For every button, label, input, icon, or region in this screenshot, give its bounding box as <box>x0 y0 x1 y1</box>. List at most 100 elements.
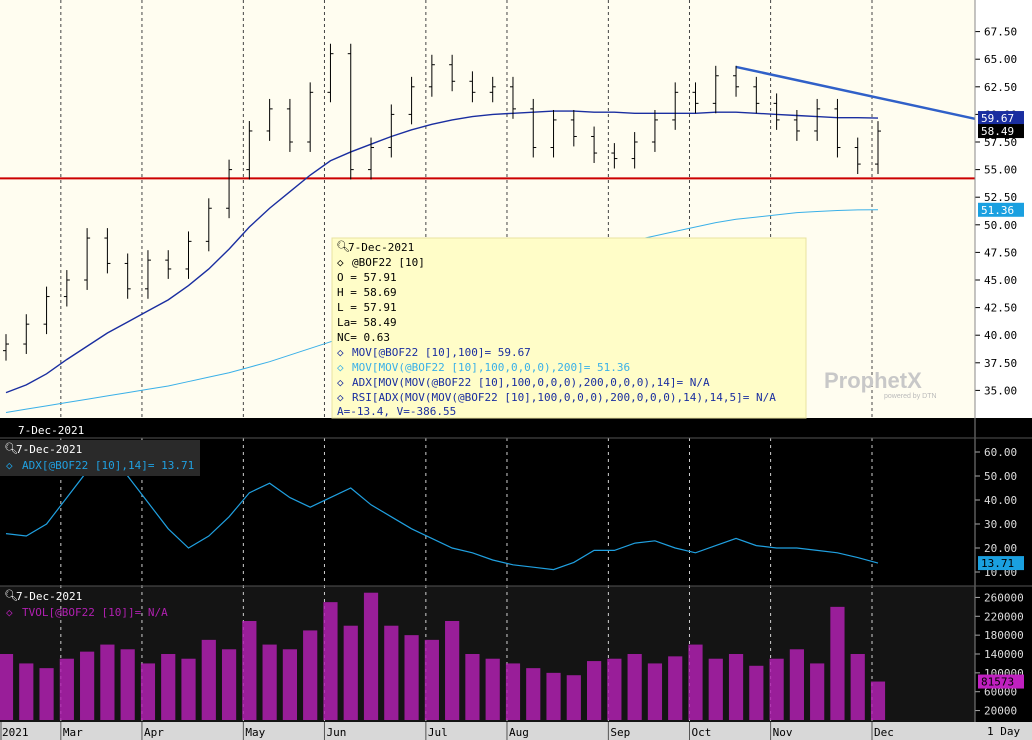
tooltip-rsi: RSI[ADX(MOV(MOV(@BOF22 [10],100,0,0,0),2… <box>352 391 776 404</box>
volume-bar <box>242 621 257 720</box>
data-tooltip: 🔍︎ 7-Dec-2021 ◇ @BOF22 [10] O = 57.91 H … <box>331 237 807 419</box>
tooltip-date: 7-Dec-2021 <box>348 241 414 254</box>
price-bar <box>651 109 658 152</box>
diamond-icon: ◇ <box>337 391 344 404</box>
price-bar <box>773 93 780 130</box>
period-label[interactable]: 1 Day <box>987 725 1020 738</box>
price-badge-label: 59.67 <box>981 112 1014 125</box>
price-axis-label: 65.00 <box>984 53 1017 66</box>
price-bar <box>388 104 395 158</box>
x-axis-label: 2021 <box>2 726 29 739</box>
volume-bar <box>870 681 886 720</box>
price-axis-label: 57.50 <box>984 136 1017 149</box>
price-bar <box>611 143 618 169</box>
volume-bar <box>566 675 581 720</box>
price-bar <box>144 250 151 299</box>
price-bar <box>469 71 476 103</box>
x-axis-label: Jul <box>428 726 448 739</box>
tooltip-open: O = 57.91 <box>337 271 397 284</box>
volume-bar <box>526 668 541 720</box>
adx-label: ADX[@BOF22 [10],14]= 13.71 <box>22 459 194 472</box>
price-bar <box>84 228 91 290</box>
price-bar <box>63 270 70 307</box>
price-axis-label: 47.50 <box>984 246 1017 259</box>
price-bar <box>3 334 9 361</box>
price-bar <box>43 286 50 335</box>
volume-bar <box>769 658 784 720</box>
price-bar <box>814 98 821 141</box>
vol-date: 7-Dec-2021 <box>16 590 82 603</box>
price-axis-label: 50.00 <box>984 219 1017 232</box>
price-bar <box>793 109 800 141</box>
adx-line <box>5 451 879 571</box>
price-badge <box>978 124 1024 139</box>
volume-bar <box>810 663 825 720</box>
price-axis-label: 45.00 <box>984 274 1017 287</box>
price-bar <box>672 82 679 130</box>
diamond-icon: ◇ <box>337 376 344 389</box>
x-axis-label: Nov <box>773 726 793 739</box>
adx-badge-label: 13.71 <box>981 557 1014 570</box>
vol-badge <box>978 674 1024 689</box>
price-date-strip <box>0 418 1032 438</box>
tooltip-mov200: MOV[MOV(@BOF22 [10],100,0,0,0),200]= 51.… <box>352 361 630 374</box>
adx-axis-label: 30.00 <box>984 518 1017 531</box>
adx-badge <box>978 556 1024 571</box>
price-bar <box>368 137 375 180</box>
magnify-icon[interactable]: 🔍︎ <box>4 589 18 602</box>
volume-bar <box>384 625 399 720</box>
price-bar <box>246 121 253 180</box>
volume-bar <box>0 654 14 720</box>
volume-bar <box>201 639 216 720</box>
price-axis-label: 37.50 <box>984 357 1017 370</box>
price-axis-label: 55.00 <box>984 164 1017 177</box>
price-badge <box>978 111 1024 126</box>
volume-bar <box>181 658 196 720</box>
price-bar <box>286 98 293 152</box>
price-bar <box>712 65 719 114</box>
magnify-icon[interactable]: 🔍︎ <box>336 240 350 253</box>
price-bar <box>733 65 740 97</box>
price-bar <box>570 109 577 147</box>
magnify-icon[interactable]: 🔍︎ <box>4 442 18 455</box>
diamond-icon: ◇ <box>6 606 13 619</box>
price-axis-label: 67.50 <box>984 26 1017 39</box>
volume-bar <box>19 663 34 720</box>
adx-date: 7-Dec-2021 <box>16 443 82 456</box>
volume-bar <box>627 654 642 720</box>
price-bar <box>307 82 314 152</box>
volume-bar <box>161 654 176 720</box>
vol-label: TVOL[@BOF22 [10]]= N/A <box>22 606 168 619</box>
volume-bar <box>708 658 723 720</box>
tooltip-footer: A=-13.4, V=-386.55 <box>337 405 456 418</box>
volume-bar <box>59 658 74 720</box>
adx-axis-label: 20.00 <box>984 542 1017 555</box>
price-axis-label: 40.00 <box>984 329 1017 342</box>
x-axis-label: Apr <box>144 726 164 739</box>
volume-bar <box>586 661 602 720</box>
price-badge <box>978 202 1024 217</box>
tooltip-mov100: MOV[@BOF22 [10],100]= 59.67 <box>352 346 531 359</box>
volume-bar <box>647 663 663 720</box>
price-bar <box>205 198 212 252</box>
price-bar <box>550 109 557 158</box>
price-bar <box>327 43 334 103</box>
price-axis-label: 62.50 <box>984 81 1017 94</box>
price-badge-label: 51.36 <box>981 204 1014 217</box>
watermark-logo: ProphetX <box>824 368 922 393</box>
vol-badge-label: 81573 <box>981 676 1014 689</box>
trendline <box>735 65 976 121</box>
price-bar <box>124 253 131 299</box>
volume-bar <box>505 663 521 720</box>
diamond-icon: ◇ <box>337 256 344 269</box>
price-bar <box>854 137 861 175</box>
price-bar <box>185 231 192 279</box>
price-axis-label: 35.00 <box>984 384 1017 397</box>
volume-bar <box>607 658 622 720</box>
price-bar <box>23 314 30 354</box>
volume-bar <box>485 658 500 720</box>
x-axis-label: Sep <box>610 726 630 739</box>
volume-bar <box>749 665 764 720</box>
price-bar <box>692 82 699 114</box>
